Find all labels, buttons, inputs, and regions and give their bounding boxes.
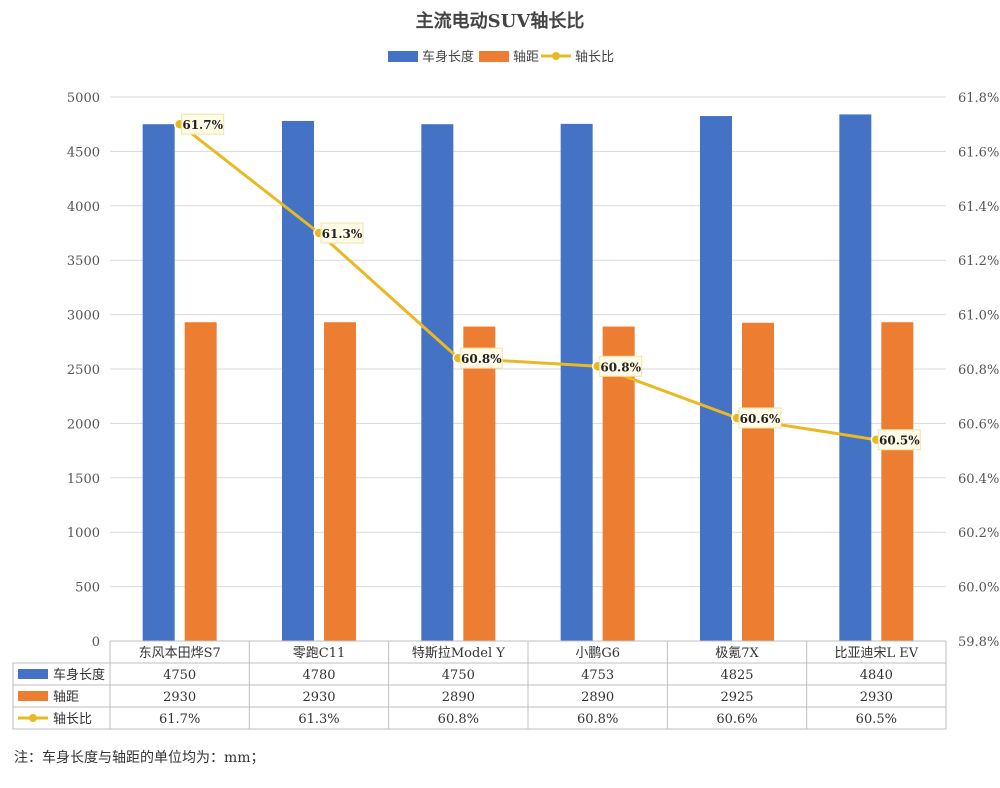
- y-right-tick-label: 61.4%: [958, 200, 999, 215]
- bar-length: [560, 123, 593, 641]
- category-label: 小鹏G6: [575, 646, 620, 661]
- data-label-box: [459, 347, 503, 369]
- y-right-tick-label: 60.0%: [958, 581, 999, 596]
- table-legend-swatch: [18, 691, 48, 701]
- y-left-tick-label: 3000: [67, 309, 100, 324]
- y-right-tick-label: 60.6%: [958, 417, 999, 432]
- bar-wheelbase: [742, 322, 774, 641]
- y-right-tick-label: 60.4%: [958, 472, 999, 487]
- table-cell: 4825: [720, 668, 753, 683]
- gridlines: [110, 96, 946, 642]
- legend-label: 轴距: [513, 50, 539, 65]
- y-left-tick-label: 2000: [67, 417, 100, 432]
- data-label: 60.6%: [740, 412, 781, 426]
- table-border: [12, 662, 947, 730]
- category-label: 东风本田烨S7: [139, 646, 221, 661]
- y-right-tick-label: 60.8%: [958, 363, 999, 378]
- y-right-tick-label: 59.8%: [958, 635, 999, 650]
- data-label: 61.7%: [182, 118, 223, 132]
- table-legend-swatch: [18, 669, 48, 679]
- y-left-tick-label: 4000: [67, 200, 100, 215]
- table-cell: 4780: [302, 668, 335, 683]
- bar-length: [282, 120, 314, 642]
- chart-title: 主流电动SUV轴长比: [416, 10, 585, 32]
- table-legend-marker: [29, 714, 37, 722]
- data-label: 60.8%: [461, 352, 502, 366]
- data-label-box: [599, 355, 643, 377]
- table-cell: 60.6%: [716, 712, 757, 727]
- table-cell: 4750: [163, 668, 196, 683]
- bar-wheelbase: [881, 322, 914, 641]
- table-cell: 61.7%: [159, 712, 200, 727]
- table-cell: 2930: [163, 690, 196, 705]
- y-right-tick-label: 61.0%: [958, 309, 999, 324]
- category-label: 零跑C11: [293, 646, 346, 661]
- table-series-label: 轴长比: [53, 712, 92, 727]
- bar-length: [421, 124, 454, 641]
- category-label: 极氪7X: [715, 645, 759, 661]
- legend-label: 车身长度: [422, 49, 474, 65]
- y-left-tick-label: 2500: [67, 363, 100, 378]
- legend-label: 轴长比: [575, 50, 614, 65]
- table-cell: 2925: [720, 690, 753, 705]
- table-cell: 2890: [581, 690, 614, 705]
- bar-wheelbase: [324, 322, 356, 641]
- legend: 车身长度 轴距 轴长比: [388, 49, 614, 65]
- data-label-box: [877, 429, 921, 451]
- table-cell: 2930: [302, 690, 335, 705]
- data-label: 60.5%: [879, 434, 920, 448]
- y-right-tick-label: 61.6%: [958, 145, 999, 160]
- legend-marker: [552, 52, 560, 60]
- y-left-tick-label: 0: [92, 635, 100, 650]
- data-table: 东风本田烨S7 零跑C11 特斯拉Model Y 小鹏G6 极氪7X 比亚迪宋L EV 车身…: [12, 640, 947, 730]
- y-left-tick-label: 1000: [67, 526, 100, 541]
- data-label-box: [320, 222, 364, 244]
- category-label: 特斯拉Model Y: [412, 646, 505, 661]
- data-label: 60.8%: [600, 360, 641, 374]
- table-cell: 60.5%: [856, 712, 897, 727]
- data-label-box: [181, 113, 225, 135]
- y-left-tick-label: 500: [75, 581, 100, 596]
- y-axis-right: 59.8% 60.0% 60.2% 60.4% 60.6% 60.8% 61.0% 61.2%…: [958, 91, 999, 650]
- bar-length: [142, 124, 175, 641]
- legend-swatch: [479, 51, 509, 62]
- table-cell: 4840: [860, 668, 893, 683]
- y-left-tick-label: 5000: [67, 91, 100, 106]
- y-left-tick-label: 3500: [67, 254, 100, 269]
- bars: [142, 114, 914, 642]
- y-right-tick-label: 61.2%: [958, 254, 999, 269]
- legend-swatch: [388, 51, 418, 62]
- bar-wheelbase: [463, 326, 496, 641]
- table-cell: 4750: [442, 668, 475, 683]
- table-cell: 61.3%: [298, 712, 339, 727]
- table-cell: 60.8%: [577, 712, 618, 727]
- table-cell: 2890: [442, 690, 475, 705]
- data-label-box: [738, 407, 782, 429]
- bar-wheelbase: [184, 322, 217, 641]
- table-cell: 2930: [860, 690, 893, 705]
- bar-length: [839, 114, 872, 641]
- table-cell: 4753: [581, 668, 614, 683]
- y-left-tick-label: 1500: [67, 472, 100, 487]
- y-axis-left: 0 500 1000 1500 2000 2500 3000 3500 4000 4500 5000: [67, 91, 100, 650]
- y-right-tick-label: 61.8%: [958, 91, 999, 106]
- data-label: 61.3%: [322, 227, 363, 241]
- y-right-tick-label: 60.2%: [958, 526, 999, 541]
- category-label: 比亚迪宋L EV: [835, 646, 919, 661]
- footnote: 注：车身长度与轴距的单位均为：mm；: [14, 750, 265, 766]
- ratio-line: 61.7% 61.3% 60.8% 60.8% 60.6% 60.5%: [173, 113, 921, 451]
- table-cell: 60.8%: [438, 712, 479, 727]
- bar-length: [700, 116, 732, 642]
- table-series-label: 轴距: [53, 690, 79, 705]
- table-series-label: 车身长度: [53, 667, 105, 683]
- y-left-tick-label: 4500: [67, 145, 100, 160]
